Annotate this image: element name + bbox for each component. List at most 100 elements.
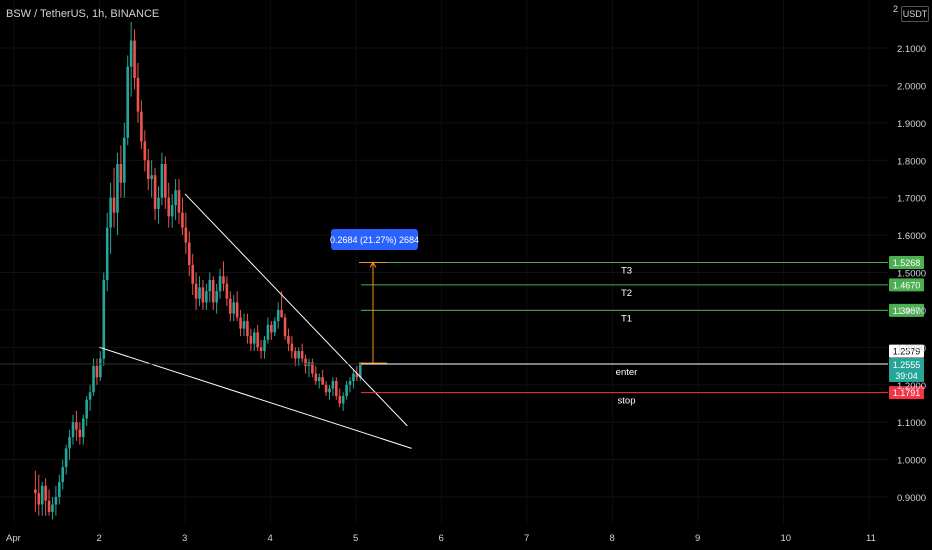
x-tick-label: 11: [866, 533, 876, 544]
candle: [54, 485, 58, 516]
y-tick-label: 1.8000: [897, 156, 926, 167]
candle: [112, 167, 116, 228]
x-tick-label: 6: [439, 533, 444, 544]
candle-body: [205, 291, 208, 303]
candle-body: [270, 324, 273, 333]
candle: [300, 343, 304, 363]
candle-body: [71, 422, 75, 438]
y-tick-label: 1.0000: [897, 456, 926, 467]
candle-body: [116, 163, 119, 213]
currency-extra-label: 2: [893, 4, 899, 14]
x-tick-label: 8: [610, 533, 615, 544]
candle-body: [355, 373, 359, 378]
candle: [160, 152, 164, 206]
candle-body: [194, 283, 198, 299]
candle-body: [181, 212, 184, 228]
candle-body: [187, 242, 191, 266]
candle: [358, 362, 362, 382]
y-tick-label: 2.1000: [897, 44, 926, 55]
candle-body: [283, 317, 287, 337]
target-2-price-tag: [889, 278, 924, 292]
candle-body: [201, 287, 205, 303]
candle-body: [293, 351, 297, 359]
candle-body: [146, 160, 150, 179]
candle-body: [215, 291, 218, 303]
candle-body: [232, 302, 236, 314]
candle: [235, 291, 239, 322]
candle-body: [263, 339, 266, 352]
x-tick-label: 3: [182, 533, 187, 544]
candle-body: [133, 40, 136, 78]
candle: [170, 193, 174, 228]
candle: [314, 366, 318, 385]
price-axis[interactable]: 0.9000 1.0000 1.1000 1.2000 1.3000 1.4000 1.50…: [897, 44, 926, 504]
candle: [293, 347, 297, 367]
candle-body: [174, 190, 177, 206]
candle: [222, 261, 225, 292]
y-tick-label: 1.1000: [897, 418, 926, 429]
y-tick-label: 2.0000: [897, 81, 926, 92]
candle-body: [358, 363, 362, 378]
candle-body: [259, 347, 263, 352]
candle-body: [140, 111, 143, 142]
candle-body: [85, 399, 88, 419]
candle-body: [112, 197, 116, 213]
candle: [167, 182, 171, 228]
measure-arrowhead: [369, 261, 377, 268]
chart-title: BSW / TetherUS, 1h, BINANCE: [6, 8, 160, 20]
candle-body: [352, 373, 355, 382]
candle-body: [126, 66, 130, 138]
time-axis[interactable]: Apr 2 3 4 5 6 7 8 9 10 11: [6, 533, 876, 544]
candle-body: [119, 163, 123, 183]
candle-body: [222, 276, 225, 284]
candle-body: [338, 395, 342, 404]
candle-body: [191, 265, 194, 284]
candle-body: [64, 448, 68, 468]
candle-body: [290, 343, 294, 352]
target-2-price-tag-text: 1.4670: [893, 280, 921, 290]
y-tick-label: 1.3000: [897, 343, 926, 354]
candle: [140, 100, 143, 150]
candle: [129, 21, 133, 97]
candle: [201, 279, 205, 310]
candle-body: [273, 321, 277, 333]
candle: [133, 29, 136, 90]
candle-body: [297, 351, 301, 359]
candle-body: [99, 358, 102, 378]
y-tick-label: 1.7000: [897, 194, 926, 205]
candle: [153, 167, 157, 221]
candle: [88, 384, 92, 411]
candle: [191, 253, 194, 295]
candle-body: [164, 163, 167, 198]
candle-body: [317, 377, 321, 382]
y-tick-label: 1.2000: [897, 381, 926, 392]
candle-body: [311, 362, 314, 374]
candle-body: [335, 381, 338, 396]
candle: [218, 268, 222, 299]
candle-body: [75, 422, 78, 430]
candle: [338, 388, 342, 408]
candle-body: [177, 190, 181, 213]
candle-body: [235, 302, 239, 318]
x-tick-label: 10: [781, 533, 792, 544]
candle: [252, 328, 256, 352]
candle-body: [229, 298, 232, 314]
candle: [266, 317, 270, 344]
current-price-tag: [889, 357, 924, 382]
candle-body: [321, 377, 324, 385]
y-tick-label: 1.4000: [897, 306, 926, 317]
wedge-lower-line: [99, 346, 412, 449]
candle-body: [143, 141, 147, 161]
candle-body: [314, 373, 318, 382]
candle: [44, 478, 47, 516]
candle: [273, 317, 277, 337]
candle: [280, 291, 283, 318]
currency-selector-button[interactable]: USDT: [901, 6, 929, 22]
candle-body: [37, 493, 41, 505]
candle: [307, 358, 311, 378]
candle-body: [276, 309, 280, 322]
candle: [99, 351, 102, 382]
candle: [164, 156, 167, 209]
candle: [37, 474, 41, 516]
